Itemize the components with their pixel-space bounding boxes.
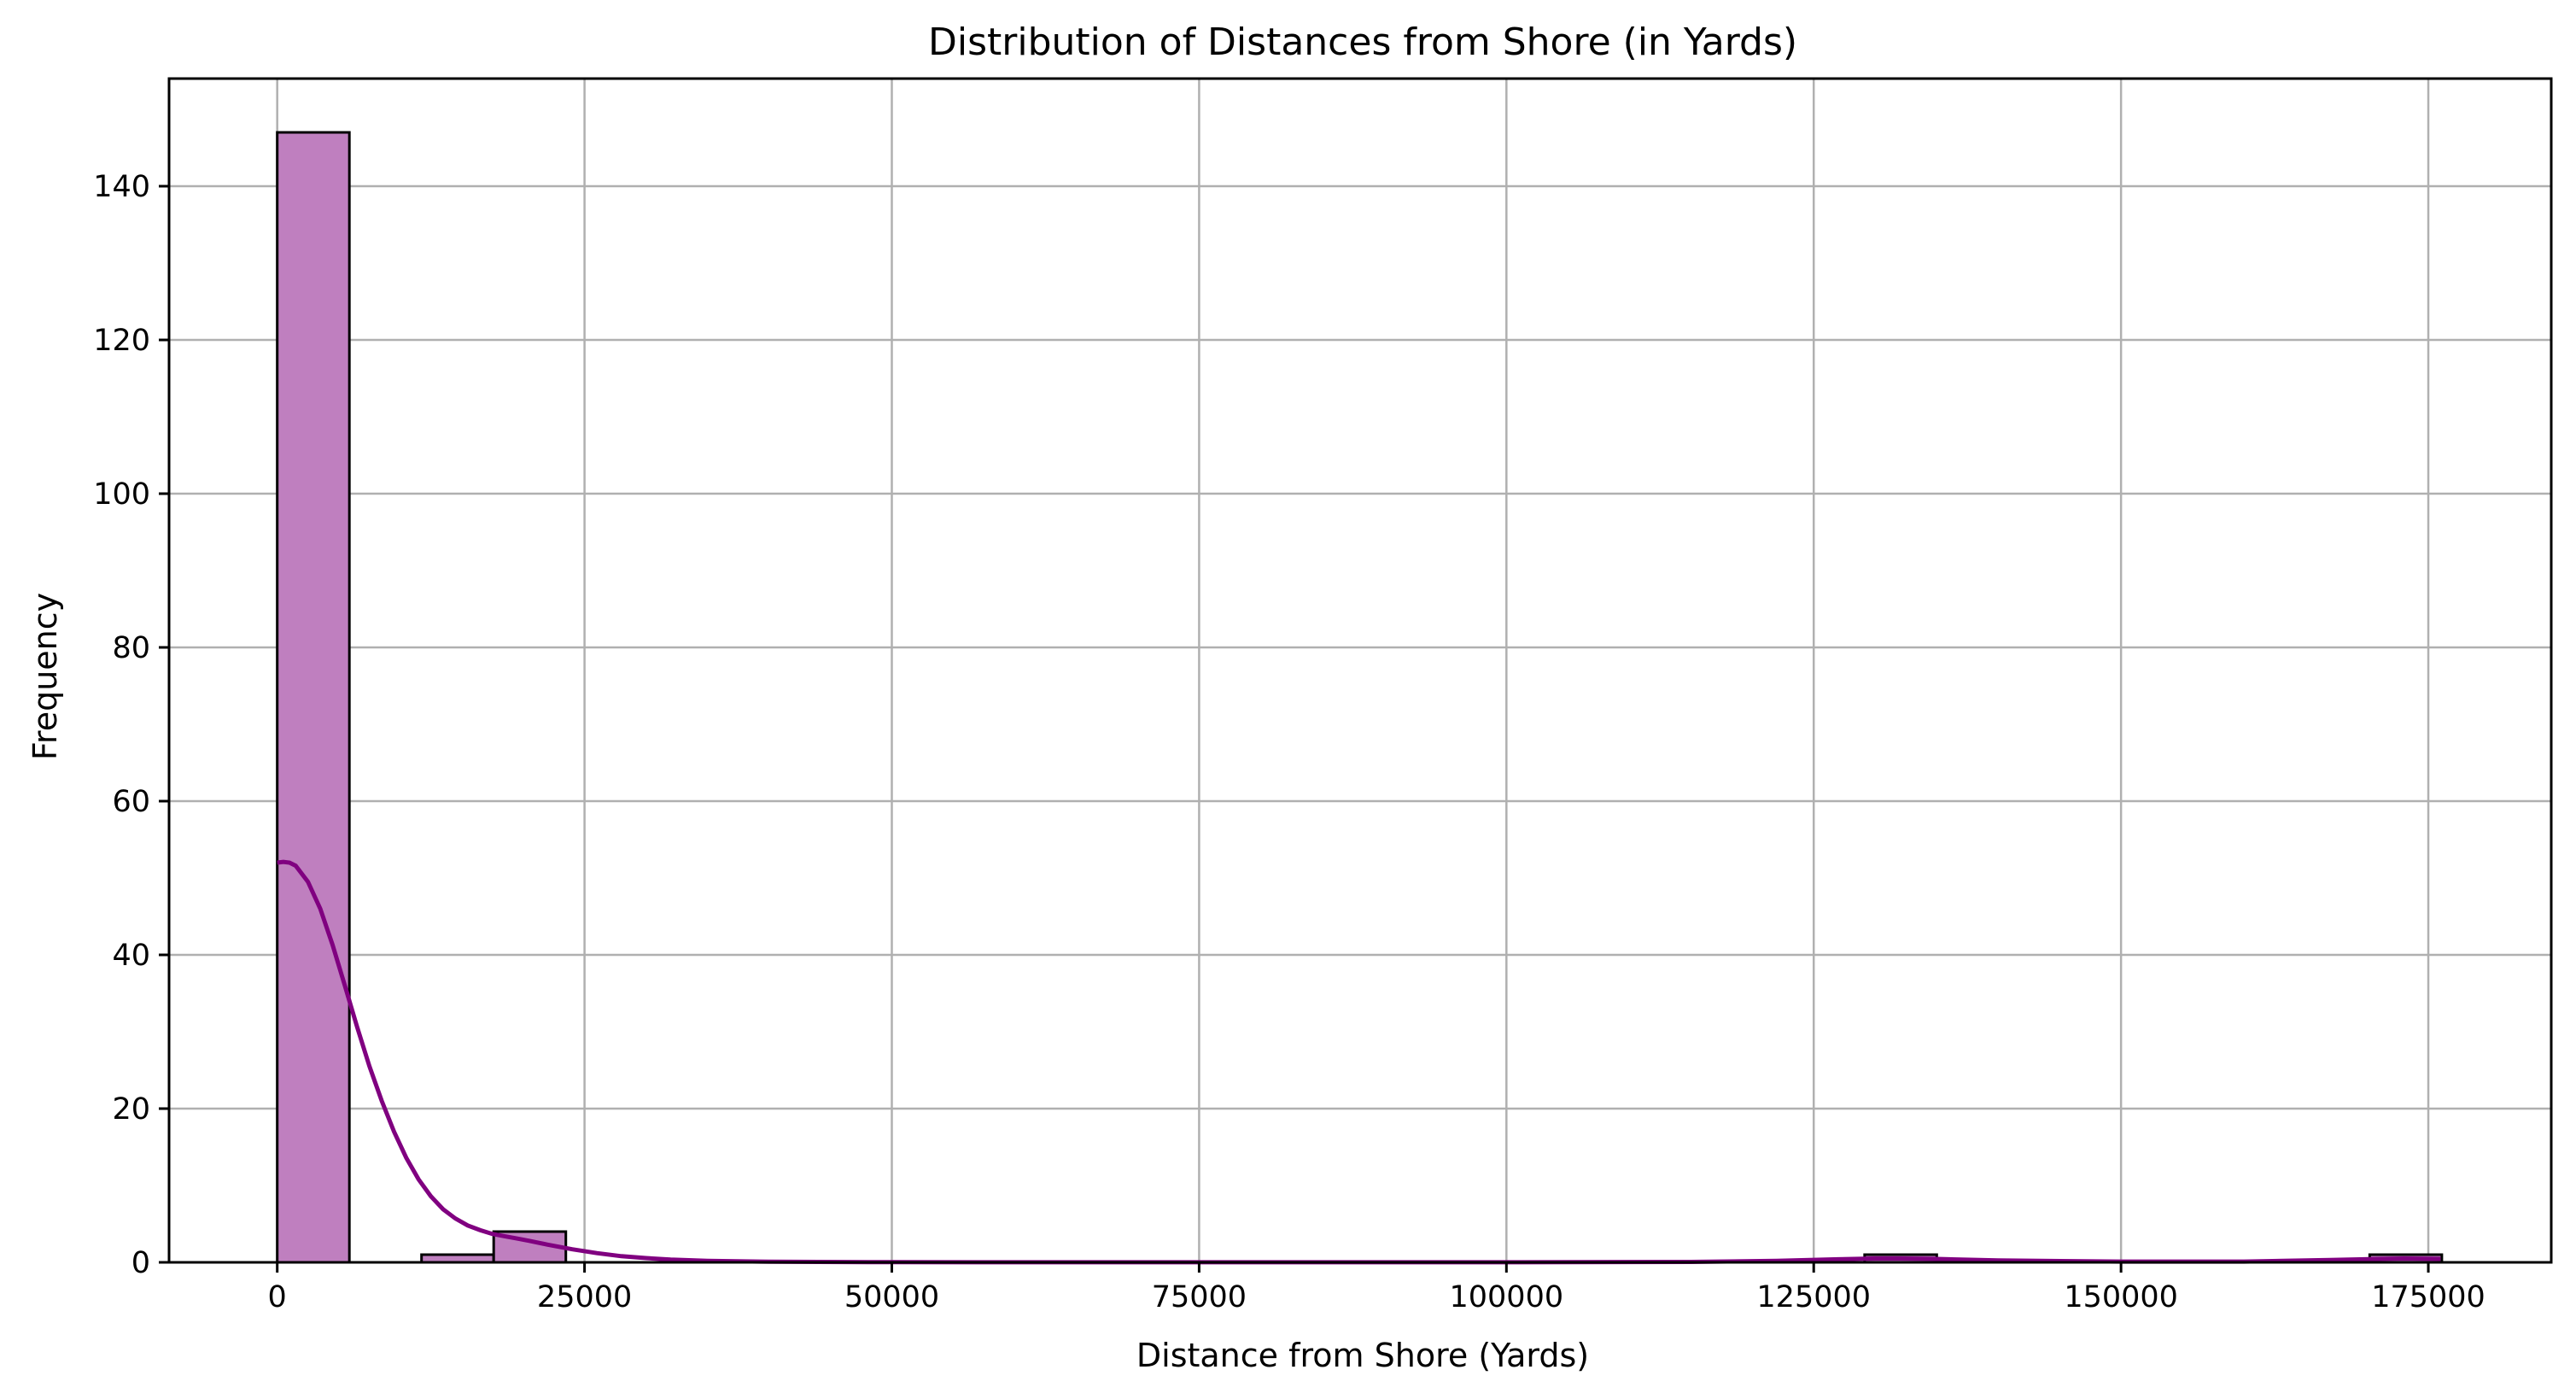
- x-tick-label-4: 100000: [1450, 1280, 1564, 1314]
- y-tick-label-5: 100: [93, 477, 150, 512]
- grid: [169, 79, 2551, 1264]
- y-tick-label-2: 40: [112, 939, 150, 973]
- y-tick-label-6: 120: [93, 324, 150, 358]
- x-tick-label-7: 175000: [2371, 1280, 2485, 1314]
- x-tick-label-1: 25000: [537, 1280, 632, 1314]
- y-tick-label-0: 0: [131, 1246, 150, 1280]
- y-tick-label-4: 80: [112, 631, 150, 665]
- y-tick-label-3: 60: [112, 785, 150, 819]
- x-tick-label-2: 50000: [844, 1280, 939, 1314]
- plot-frame: [167, 77, 2553, 1264]
- x-axis-label: Distance from Shore (Yards): [1136, 1337, 1589, 1374]
- x-axis-ticks: 0 25000 50000 75000 100000 125000 150000 175000: [268, 1262, 2485, 1314]
- histogram-bars: [276, 131, 2444, 1264]
- x-tick-label-0: 0: [268, 1280, 287, 1314]
- x-tick-label-3: 75000: [1152, 1280, 1247, 1314]
- histogram-bar-0: [276, 131, 351, 1264]
- y-tick-label-7: 140: [93, 170, 150, 204]
- x-tick-label-6: 150000: [2064, 1280, 2178, 1314]
- y-axis-label: Frequency: [26, 593, 64, 760]
- x-tick-label-5: 125000: [1756, 1280, 1871, 1314]
- chart-title: Distribution of Distances from Shore (in…: [928, 20, 1797, 64]
- y-tick-label-1: 20: [112, 1092, 150, 1127]
- kde-curve: [277, 859, 2441, 1265]
- y-axis-ticks: 0 20 40 60 80 100 120 140: [93, 170, 169, 1280]
